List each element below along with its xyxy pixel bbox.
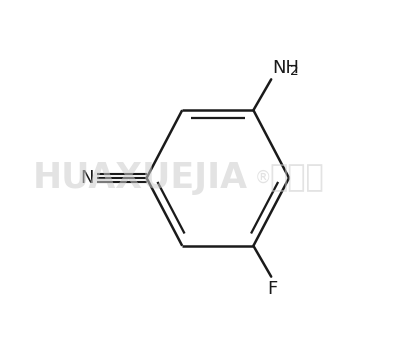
Text: HUAXUEJIA: HUAXUEJIA <box>33 161 248 195</box>
Text: F: F <box>267 279 277 298</box>
Text: ®: ® <box>255 169 272 187</box>
Text: 2: 2 <box>290 64 298 78</box>
Text: 化学加: 化学加 <box>270 163 324 193</box>
Text: NH: NH <box>273 59 300 77</box>
Text: N: N <box>80 169 94 187</box>
